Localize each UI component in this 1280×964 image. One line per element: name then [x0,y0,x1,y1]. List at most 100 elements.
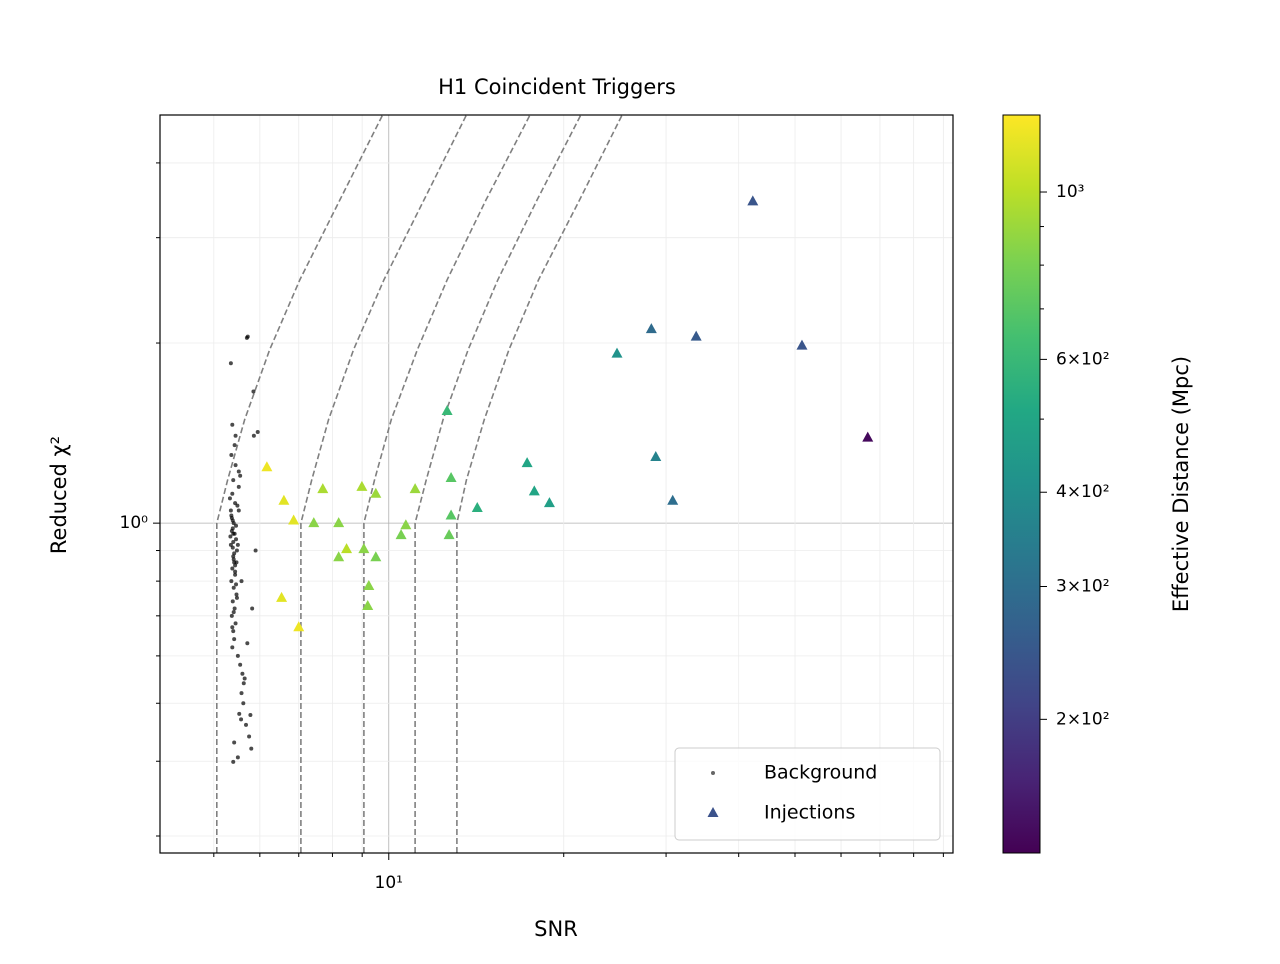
background-point [234,560,239,565]
background-point [233,572,238,577]
injection-marker [362,599,374,610]
x-axis-label: SNR [534,917,578,941]
injection-marker [317,483,329,494]
background-point [230,545,235,550]
background-point [241,701,246,706]
injection-marker [358,543,370,554]
background-point [230,422,235,427]
axes-frame [159,114,954,854]
background-point [229,579,234,584]
injection-marker [308,517,320,528]
background-point [231,629,236,634]
background-point [251,389,256,394]
background-point [233,569,238,574]
background-point [245,334,250,339]
background-point [230,491,235,496]
injection-marker [521,457,533,468]
background-point [237,711,242,716]
background-point [232,606,237,611]
background-point [228,542,233,547]
injection-marker [341,543,353,554]
background-point [242,676,247,681]
injection-marker [650,450,662,461]
contour-line [300,115,468,853]
injection-marker [667,494,679,505]
background-point [236,469,241,474]
injection-marker [645,323,657,334]
background-point [230,625,235,630]
colorbar [1002,114,1041,854]
colorbar-tick-label: 4×10² [1056,482,1110,502]
background-point [231,557,236,562]
background-point [245,641,250,646]
injection-marker [400,519,412,530]
background-point [234,595,239,600]
background-point [239,579,244,584]
chart-title: H1 Coincident Triggers [438,75,676,99]
background-point [235,755,240,760]
background-point [230,599,235,604]
background-point [251,433,256,438]
x-tick-label: 10¹ [375,873,403,893]
legend-box [674,747,941,841]
contour-line [216,115,384,853]
background-point [239,691,244,696]
background-point [231,610,236,615]
background-point [230,566,235,571]
injection-marker [333,551,345,562]
background-point [229,452,234,457]
contour-line [456,115,623,853]
background-point [232,637,237,642]
background-point [227,496,232,501]
injection-marker [370,487,382,498]
background-point [238,662,243,667]
injection-marker [443,529,455,540]
background-point [234,537,239,542]
plot-area [216,115,874,853]
injection-marker [293,621,305,632]
injection-marker [276,591,288,602]
background-point [236,484,241,489]
legend-label: Injections [764,802,855,824]
background-point [234,582,239,587]
background-point [232,740,237,745]
legend: Background Injections [674,747,941,841]
injection-marker [370,551,382,562]
background-point [240,671,245,676]
injection-marker [862,431,874,442]
injection-marker [363,580,375,591]
injection-marker [395,529,407,540]
background-point [236,508,241,513]
injection-marker [747,195,759,206]
injection-marker [528,485,540,496]
contour-line [414,115,582,853]
background-point [234,592,239,597]
y-tick-label: 10⁰ [120,513,149,533]
background-point [238,473,243,478]
axes: 10¹ 10⁰ [120,162,944,893]
background-point [255,430,260,435]
background-point [230,645,235,650]
background-point [232,443,237,448]
background-point [235,653,240,658]
background-point [233,563,238,568]
background-point [247,734,252,739]
injection-marker [409,483,421,494]
legend-label: Background [764,762,877,784]
colorbar-tick-label: 3×10² [1056,576,1110,596]
background-point [249,746,254,751]
injection-marker [356,480,368,491]
colorbar-label: Effective Distance (Mpc) [1169,356,1193,612]
colorbar-tick-label: 6×10² [1056,349,1110,369]
background-point [232,551,237,556]
injection-marker [278,494,290,505]
background-point [231,759,236,764]
injection-marker [690,330,702,341]
background-point [233,433,238,438]
injection-marker [261,461,273,472]
background-point [248,712,253,717]
injection-marker [796,339,808,350]
colorbar-tick-label: 2×10² [1056,709,1110,729]
injection-marker [611,347,623,358]
